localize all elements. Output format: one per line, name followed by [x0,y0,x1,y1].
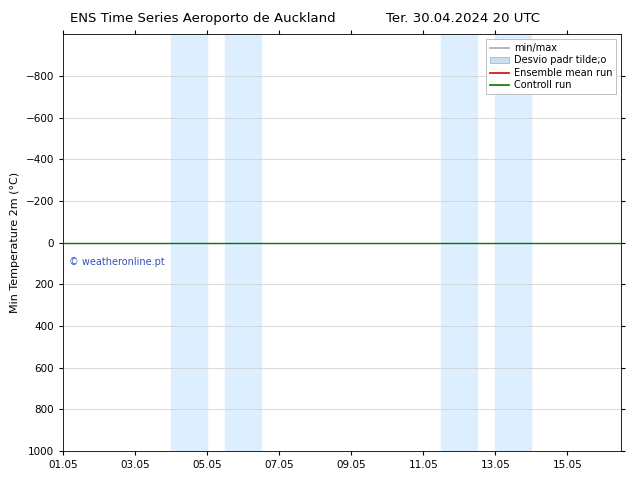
Text: © weatheronline.pt: © weatheronline.pt [69,257,165,267]
Bar [171,34,207,451]
Legend: min/max, Desvio padr tilde;o, Ensemble mean run, Controll run: min/max, Desvio padr tilde;o, Ensemble m… [486,39,616,94]
Text: Ter. 30.04.2024 20 UTC: Ter. 30.04.2024 20 UTC [386,12,540,25]
Bar [441,34,477,451]
Bar [495,34,531,451]
Bar [225,34,261,451]
Y-axis label: Min Temperature 2m (°C): Min Temperature 2m (°C) [10,172,20,313]
Text: ENS Time Series Aeroporto de Auckland: ENS Time Series Aeroporto de Auckland [70,12,335,25]
